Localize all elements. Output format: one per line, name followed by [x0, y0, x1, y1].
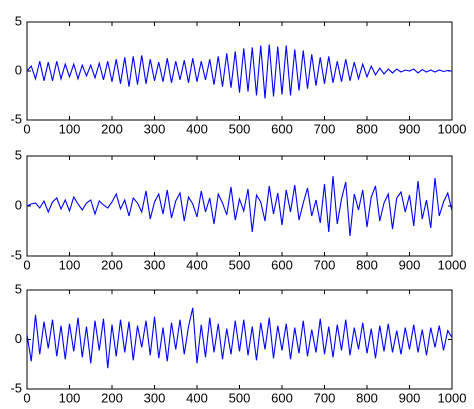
x-tick-label: 200: [101, 257, 123, 272]
signal-line: [26, 175, 453, 237]
x-tick-label: 300: [144, 121, 166, 136]
x-tick-label: 100: [59, 121, 81, 136]
x-tick-label: 200: [101, 390, 123, 405]
y-tick-label: 0: [15, 62, 22, 77]
x-tick-label: 600: [271, 257, 293, 272]
y-tick-label: -5: [10, 247, 22, 262]
x-tick-label: 400: [186, 390, 208, 405]
x-tick-label: 600: [271, 390, 293, 405]
x-tick-label: 700: [314, 121, 336, 136]
x-tick-label: 200: [101, 121, 123, 136]
x-tick-label: 900: [399, 390, 421, 405]
x-tick-label: 0: [23, 121, 30, 136]
x-tick-label: 400: [186, 121, 208, 136]
y-tick-label: 0: [15, 197, 22, 212]
x-tick-label: 0: [23, 390, 30, 405]
x-tick-label: 500: [229, 121, 251, 136]
x-tick-label: 500: [229, 257, 251, 272]
x-tick-label: 600: [271, 121, 293, 136]
x-tick-label: 1000: [438, 390, 467, 405]
plot-frame: [26, 21, 453, 121]
x-tick-label: 300: [144, 257, 166, 272]
x-tick-label: 1000: [438, 121, 467, 136]
x-tick-label: 800: [356, 257, 378, 272]
y-tick-label: 5: [15, 147, 22, 162]
signal-line: [26, 44, 453, 99]
x-tick-label: 700: [314, 390, 336, 405]
y-tick-label: -5: [10, 111, 22, 126]
x-tick-label: 100: [59, 390, 81, 405]
x-tick-label: 900: [399, 121, 421, 136]
plot-frame: [26, 155, 453, 257]
plot-frame: [26, 289, 453, 390]
x-tick-label: 900: [399, 257, 421, 272]
x-tick-label: 100: [59, 257, 81, 272]
y-tick-label: -5: [10, 380, 22, 395]
x-tick-label: 0: [23, 257, 30, 272]
x-tick-label: 400: [186, 257, 208, 272]
x-tick-label: 800: [356, 390, 378, 405]
x-tick-label: 800: [356, 121, 378, 136]
x-tick-label: 1000: [438, 257, 467, 272]
x-tick-label: 700: [314, 257, 336, 272]
signal-line: [26, 307, 453, 369]
y-tick-label: 5: [15, 13, 22, 28]
y-tick-label: 5: [15, 281, 22, 296]
y-tick-label: 0: [15, 331, 22, 346]
x-tick-label: 500: [229, 390, 251, 405]
x-tick-label: 300: [144, 390, 166, 405]
